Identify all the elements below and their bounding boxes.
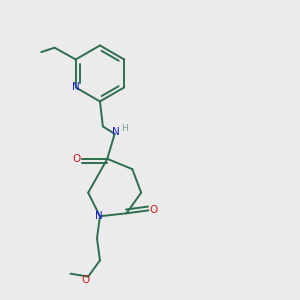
Text: H: H: [122, 124, 128, 133]
Text: N: N: [112, 127, 120, 137]
Text: O: O: [150, 206, 158, 215]
Text: N: N: [94, 211, 102, 221]
Text: O: O: [82, 274, 90, 285]
Text: O: O: [73, 154, 81, 164]
Text: N: N: [72, 82, 80, 92]
